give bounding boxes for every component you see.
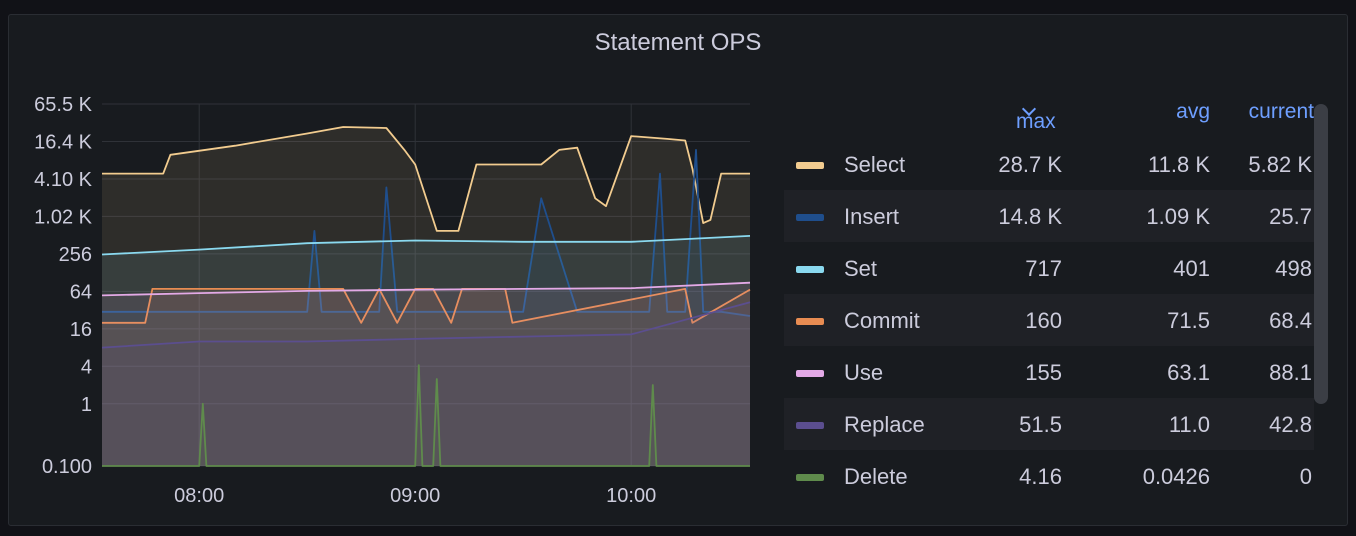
series-color-swatch[interactable] [796, 266, 824, 273]
legend-scrollbar[interactable] [1314, 104, 1328, 404]
series-color-swatch[interactable] [796, 214, 824, 221]
series-avg: 71.5 [1167, 308, 1210, 333]
series-max: 4.16 [1019, 464, 1062, 489]
series-color-swatch[interactable] [796, 318, 824, 325]
series-max: 717 [1025, 256, 1062, 281]
series-line-insert [102, 149, 751, 317]
x-tick-label: 08:00 [174, 485, 224, 507]
current-header[interactable]: current [1248, 100, 1314, 123]
legend-row-delete[interactable]: Delete 4.16 0.0426 0 [784, 450, 1314, 502]
sort-max-header[interactable]: max [1016, 100, 1056, 133]
series-color-swatch[interactable] [796, 474, 824, 481]
legend-row-replace[interactable]: Replace 51.5 11.0 42.8 [784, 398, 1314, 450]
legend-row-use[interactable]: Use 155 63.1 88.1 [784, 346, 1314, 398]
series-name[interactable]: Replace [844, 412, 925, 437]
series-avg: 0.0426 [1142, 464, 1210, 489]
legend-row-insert[interactable]: Insert 14.8 K 1.09 K 25.7 [784, 190, 1314, 242]
series-max: 51.5 [1019, 412, 1062, 437]
y-tick-label: 4 [81, 356, 92, 378]
series-area-insert [102, 149, 750, 466]
y-tick-label: 64 [70, 281, 92, 303]
series-max: 28.7 K [998, 152, 1062, 177]
series-current: 5.82 K [1248, 152, 1312, 177]
x-tick-label: 09:00 [390, 485, 440, 507]
series-avg: 401 [1173, 256, 1210, 281]
y-tick-label: 1.02 K [34, 206, 92, 228]
series-max: 14.8 K [998, 204, 1062, 229]
series-name[interactable]: Use [844, 360, 884, 385]
series-area-set [102, 235, 750, 466]
legend-row-select[interactable]: Select 28.7 K 11.8 K 5.82 K [784, 138, 1314, 190]
statement-ops-chart[interactable]: 0.100 1 4 16 64 256 1.02 K 4.10 K 16.4 K 65.5 K 08… [0, 0, 760, 536]
series-name[interactable]: Delete [844, 464, 908, 489]
series-max: 160 [1025, 308, 1062, 333]
panel-title[interactable]: Statement OPS [594, 29, 762, 56]
max-header-label: max [1016, 110, 1056, 133]
legend-table: max avg current Select 28.7 K 11.8 K 5.82 K… [784, 90, 1314, 510]
series-line-use [101, 281, 751, 297]
y-tick-label: 4.10 K [34, 169, 92, 191]
series-color-swatch[interactable] [796, 162, 824, 169]
legend-row-set[interactable]: Set 717 401 498 [784, 242, 1314, 294]
y-tick-label: 16.4 K [34, 131, 92, 153]
legend-row-commit[interactable]: Commit 160 71.5 68.4 [784, 294, 1314, 346]
x-tick-label: 10:00 [606, 485, 656, 507]
statement-ops-panel: Statement OPS [8, 14, 1348, 526]
series-current: 0 [1299, 464, 1312, 489]
series-name[interactable]: Select [844, 152, 906, 177]
series-name[interactable]: Insert [844, 204, 900, 229]
series-avg: 11.8 K [1148, 152, 1210, 177]
series-area-use [102, 282, 750, 466]
legend-header: max avg current [784, 90, 1314, 133]
series-name[interactable]: Commit [844, 308, 920, 333]
y-tick-label: 256 [59, 244, 92, 266]
series-line-replace [101, 301, 751, 349]
series-avg: 1.09 K [1146, 204, 1210, 229]
series-avg: 11.0 [1168, 412, 1210, 437]
series-current: 42.8 [1269, 412, 1312, 437]
series-name[interactable]: Set [844, 256, 878, 281]
series-avg: 63.1 [1167, 360, 1210, 385]
y-tick-label: 0.100 [42, 456, 92, 478]
y-tick-label: 1 [81, 394, 92, 416]
series-current: 88.1 [1269, 360, 1312, 385]
series-current: 498 [1275, 256, 1312, 281]
series-color-swatch[interactable] [796, 370, 824, 377]
avg-header[interactable]: avg [1176, 100, 1210, 123]
series-current: 25.7 [1269, 204, 1312, 229]
series-area-replace [102, 302, 750, 466]
series-line-delete [102, 364, 750, 467]
y-tick-label: 65.5 K [34, 94, 92, 116]
y-tick-label: 16 [70, 319, 92, 341]
series-max: 155 [1025, 360, 1062, 385]
series-line-set [101, 235, 751, 256]
series-area-commit [102, 288, 750, 466]
series-area-select [102, 127, 750, 466]
series-line-select [102, 126, 750, 232]
series-color-swatch[interactable] [796, 422, 824, 429]
series-current: 68.4 [1269, 308, 1312, 333]
